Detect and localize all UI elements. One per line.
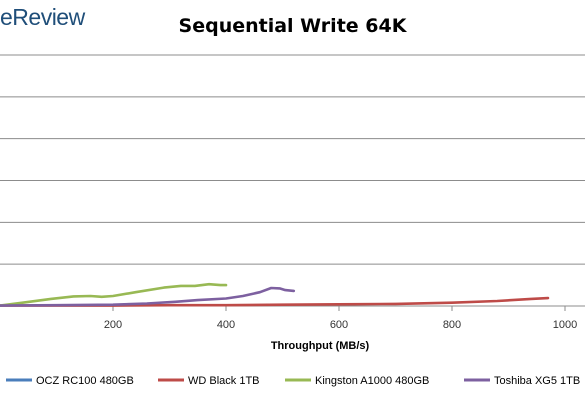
x-axis-label: Throughput (MB/s)	[271, 340, 370, 352]
series-lines	[0, 282, 550, 307]
x-tick-label: 600	[330, 319, 348, 331]
legend-entry: Kingston A1000 480GB	[315, 375, 429, 387]
series-line	[0, 286, 296, 307]
x-tick-label: 1000	[553, 319, 577, 331]
x-tick-label: 400	[217, 319, 235, 331]
legend-entry: OCZ RC100 480GB	[36, 375, 134, 387]
legend-entry: Toshiba XG5 1TB	[494, 375, 580, 387]
legend: OCZ RC100 480GB WD Black 1TB Kingston A100…	[6, 375, 580, 387]
x-tick-label: 200	[104, 319, 122, 331]
x-tick-labels: 200 400 600 800 1000	[104, 319, 577, 331]
chart-title: Sequential Write 64K	[178, 15, 407, 37]
grid-lines	[0, 54, 585, 265]
series-line	[0, 282, 228, 307]
x-tick-label: 800	[443, 319, 461, 331]
site-logo: eReview	[0, 4, 85, 30]
legend-entry: WD Black 1TB	[188, 375, 260, 387]
